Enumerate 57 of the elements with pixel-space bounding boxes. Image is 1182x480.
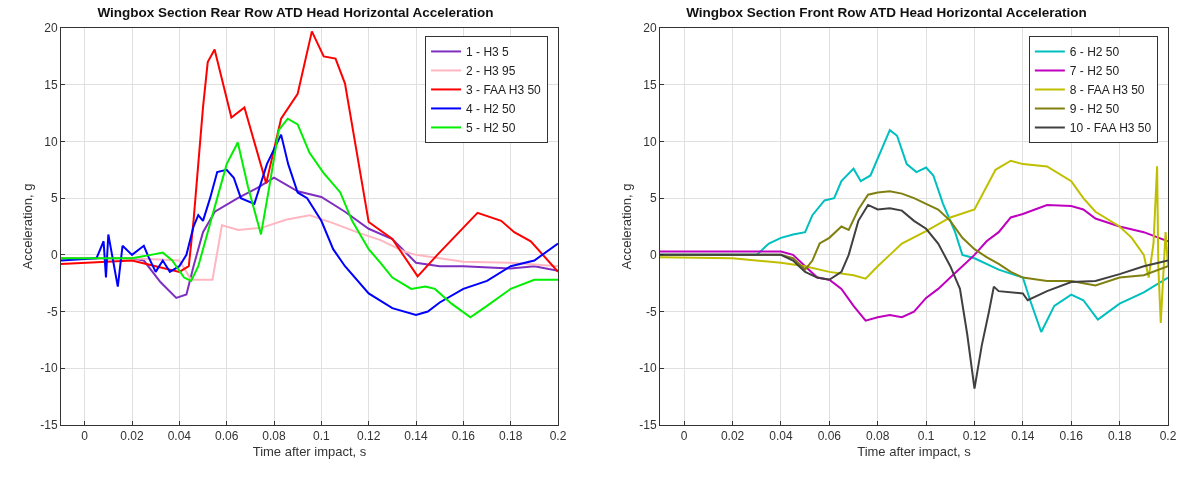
x-tick-label: 0.02 bbox=[120, 429, 144, 444]
x-tick-label: 0.06 bbox=[214, 429, 239, 444]
y-tick-label: 0 bbox=[50, 248, 58, 263]
x-tick-label: 0.08 bbox=[262, 429, 286, 444]
x-tick-label: 0.12 bbox=[356, 429, 381, 444]
line-series bbox=[660, 203, 1168, 322]
legend-label: 5 - H2 50 bbox=[466, 121, 516, 136]
y-tick-label: 20 bbox=[643, 21, 657, 36]
x-tick-label: 0.14 bbox=[1011, 429, 1035, 444]
legend-label: 4 - H2 50 bbox=[466, 102, 516, 117]
line-series bbox=[660, 159, 1168, 324]
y-tick-label: 20 bbox=[44, 21, 58, 36]
legend-label: 2 - H3 95 bbox=[466, 64, 516, 79]
y-tick-label: 15 bbox=[44, 77, 58, 92]
x-tick-label: 0 bbox=[680, 429, 688, 444]
legend-label: 9 - H2 50 bbox=[1069, 102, 1120, 117]
x-tick-label: 0.16 bbox=[1059, 429, 1084, 444]
y-tick-label: -5 bbox=[46, 304, 58, 319]
x-axis-title: Time after impact, s bbox=[252, 444, 367, 459]
legend-label: 6 - H2 50 bbox=[1069, 45, 1120, 60]
line-series bbox=[61, 30, 558, 278]
x-tick-label: 0.18 bbox=[1107, 429, 1132, 444]
y-tick-label: 10 bbox=[643, 134, 657, 149]
y-axis-title: Acceleration, g bbox=[619, 183, 635, 270]
x-tick-label: 0.04 bbox=[167, 429, 192, 444]
x-tick-label: 0.2 bbox=[1159, 429, 1177, 444]
y-tick-label: 0 bbox=[649, 248, 657, 263]
x-tick-label: 0.1 bbox=[917, 429, 935, 444]
chart-title: Wingbox Section Rear Row ATD Head Horizontal Acceleration bbox=[97, 4, 494, 20]
x-tick-label: 0.14 bbox=[404, 429, 428, 444]
legend-label: 8 - FAA H3 50 bbox=[1069, 83, 1145, 98]
y-tick-label: 10 bbox=[44, 134, 58, 149]
x-tick-label: 0.04 bbox=[769, 429, 793, 444]
legend-label: 1 - H3 5 bbox=[466, 45, 510, 60]
y-tick-label: -10 bbox=[639, 361, 657, 376]
y-axis-title: Acceleration, g bbox=[20, 183, 36, 270]
y-tick-label: -10 bbox=[40, 361, 58, 376]
x-tick-label: 0 bbox=[81, 429, 89, 444]
x-axis-title: Time after impact, s bbox=[857, 444, 972, 459]
y-tick-label: 5 bbox=[649, 191, 657, 206]
x-tick-label: 0.08 bbox=[866, 429, 890, 444]
x-tick-label: 0.1 bbox=[312, 429, 330, 444]
legend-label: 7 - H2 50 bbox=[1069, 64, 1120, 79]
chart-title: Wingbox Section Front Row ATD Head Horizontal Acceleration bbox=[686, 4, 1087, 20]
x-tick-label: 0.16 bbox=[451, 429, 476, 444]
y-tick-label: -5 bbox=[645, 304, 657, 319]
x-tick-label: 0.18 bbox=[498, 429, 523, 444]
legend-label: 3 - FAA H3 50 bbox=[466, 83, 542, 98]
y-tick-label: -15 bbox=[639, 418, 657, 433]
y-tick-label: 15 bbox=[643, 77, 657, 92]
y-tick-label: 5 bbox=[50, 191, 58, 206]
legend-label: 10 - FAA H3 50 bbox=[1069, 121, 1152, 136]
x-tick-label: 0.12 bbox=[962, 429, 987, 444]
x-tick-label: 0.2 bbox=[549, 429, 567, 444]
y-tick-label: -15 bbox=[40, 418, 58, 433]
x-tick-label: 0.06 bbox=[817, 429, 842, 444]
x-tick-label: 0.02 bbox=[720, 429, 745, 444]
